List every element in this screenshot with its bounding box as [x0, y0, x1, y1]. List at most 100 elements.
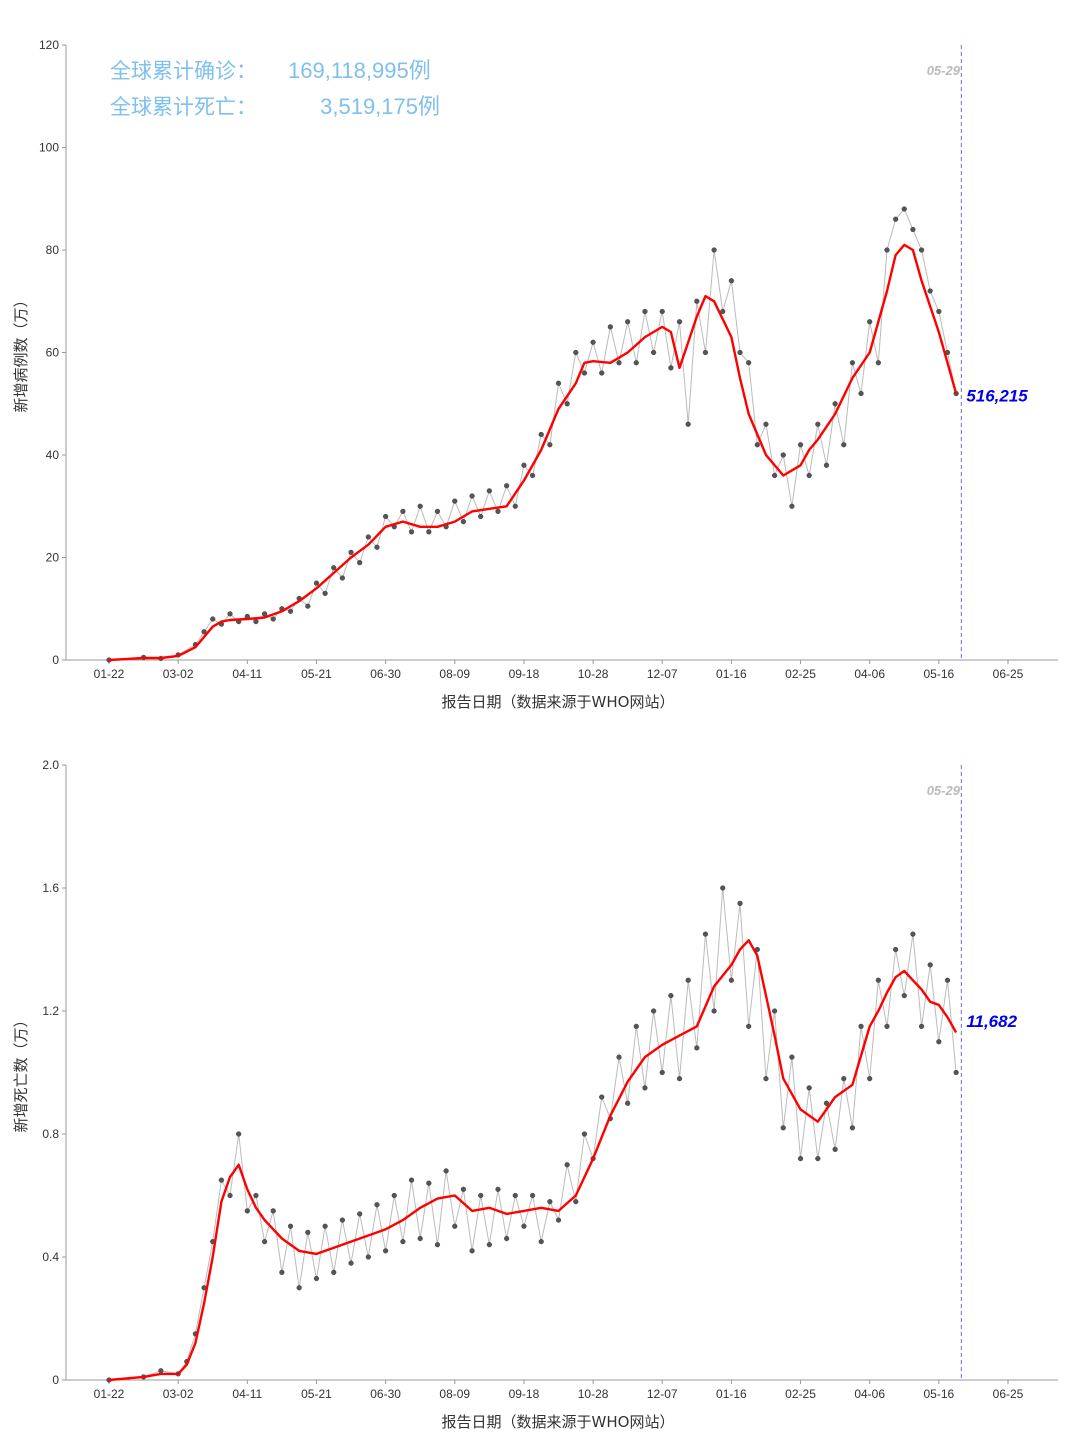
x-axis-title: 报告日期（数据来源于WHO网站）: [442, 693, 675, 711]
y-tick-label: 0.4: [42, 1250, 59, 1264]
x-tick-label: 12-07: [647, 1387, 678, 1401]
x-tick-label: 01-16: [716, 667, 747, 681]
daily-point: [616, 1054, 622, 1060]
y-tick-label: 80: [46, 243, 60, 257]
daily-point: [676, 1076, 683, 1082]
trend-line: [108, 243, 958, 662]
x-tick-label: 09-18: [509, 667, 540, 681]
x-tick-label: 03-02: [163, 667, 194, 681]
daily-point: [573, 349, 579, 356]
daily-point: [875, 977, 881, 983]
y-axis-title: 新增病例数（万）: [12, 292, 30, 412]
x-tick-label: 01-16: [716, 1387, 747, 1401]
daily-point: [495, 508, 501, 514]
daily-point: [581, 370, 588, 376]
daily-point: [772, 472, 778, 479]
cumulative-deaths-label: 全球累计死亡：: [110, 95, 257, 119]
daily-point: [910, 931, 916, 937]
y-tick-label: 120: [39, 38, 59, 52]
daily-point: [443, 1168, 449, 1174]
x-tick-label: 09-18: [509, 1387, 540, 1401]
daily-point: [478, 1192, 484, 1199]
daily-point: [529, 1192, 536, 1199]
daily-point: [797, 1156, 804, 1162]
daily-point: [244, 1208, 250, 1214]
daily-point: [841, 442, 847, 448]
daily-point: [253, 1192, 259, 1199]
daily-point: [408, 1177, 415, 1183]
cumulative-cases-label: 全球累计确诊：: [110, 59, 257, 83]
x-tick-label: 01-22: [94, 1387, 125, 1401]
daily-point: [521, 462, 527, 468]
daily-point: [261, 1239, 268, 1245]
daily-point: [538, 1239, 544, 1245]
daily-point: [331, 1269, 337, 1275]
daily-point: [737, 349, 743, 356]
daily-point: [918, 1023, 925, 1029]
daily-point: [339, 1217, 345, 1223]
daily-point: [452, 1223, 458, 1229]
cumulative-cases-value: 169,118,995例: [288, 58, 431, 83]
x-tick-label: 10-28: [578, 1387, 609, 1401]
daily-point: [927, 288, 933, 294]
x-tick-label: 06-30: [370, 1387, 401, 1401]
daily-point: [867, 1076, 873, 1082]
daily-point: [357, 1211, 363, 1217]
daily-point: [521, 1223, 527, 1229]
daily-point: [434, 1242, 441, 1248]
daily-point: [270, 1208, 276, 1214]
daily-point: [789, 1054, 795, 1060]
daily-point: [616, 360, 622, 366]
daily-point: [858, 1023, 864, 1029]
cumulative-deaths-value: 3,519,175例: [320, 94, 440, 119]
daily-point: [374, 1202, 380, 1208]
daily-point: [279, 1269, 285, 1275]
x-tick-label: 02-25: [785, 667, 816, 681]
daily-point: [789, 503, 795, 509]
cases-chart-svg: 全球累计确诊： 169,118,995例 全球累计死亡： 3,519,175例 …: [12, 38, 1058, 711]
daily-point: [797, 442, 804, 448]
x-tick-label: 05-16: [923, 1387, 954, 1401]
daily-point: [547, 442, 553, 448]
x-tick-label: 04-11: [232, 1387, 262, 1401]
daily-point: [469, 1248, 475, 1254]
daily-point: [823, 1100, 830, 1106]
daily-point: [253, 618, 259, 625]
y-tick-label: 1.6: [42, 881, 59, 895]
daily-point: [590, 339, 596, 345]
cases-chart: 全球累计确诊： 169,118,995例 全球累计死亡： 3,519,175例 …: [12, 38, 1058, 711]
daily-point: [158, 1368, 164, 1374]
date-marker-label: 05-29: [927, 783, 961, 798]
daily-point: [746, 1023, 752, 1029]
daily-point: [841, 1076, 847, 1082]
daily-point: [642, 308, 648, 315]
x-tick-label: 04-06: [854, 667, 885, 681]
daily-point: [720, 885, 726, 891]
daily-point: [322, 1223, 328, 1229]
daily-point: [702, 349, 709, 356]
daily-point: [858, 390, 864, 397]
x-tick-label: 02-25: [785, 1387, 816, 1401]
daily-point: [806, 1085, 812, 1091]
x-tick-label: 03-02: [163, 1387, 194, 1401]
daily-point: [305, 603, 311, 609]
daily-point: [754, 442, 760, 448]
daily-point: [365, 534, 371, 540]
daily-point: [555, 380, 562, 386]
daily-point: [573, 1199, 579, 1205]
y-tick-label: 100: [39, 141, 59, 155]
daily-point: [815, 421, 821, 427]
daily-point: [305, 1229, 311, 1236]
daily-point: [236, 1131, 242, 1137]
daily-point: [650, 349, 657, 356]
daily-point: [685, 421, 691, 427]
daily-point: [426, 1180, 432, 1186]
daily-point: [867, 319, 873, 325]
daily-point: [227, 1192, 233, 1199]
daily-point: [936, 1039, 942, 1045]
daily-point: [780, 452, 786, 458]
daily-point: [555, 1217, 562, 1223]
daily-point: [832, 401, 838, 407]
daily-point: [659, 308, 665, 315]
daily-point: [339, 575, 345, 581]
